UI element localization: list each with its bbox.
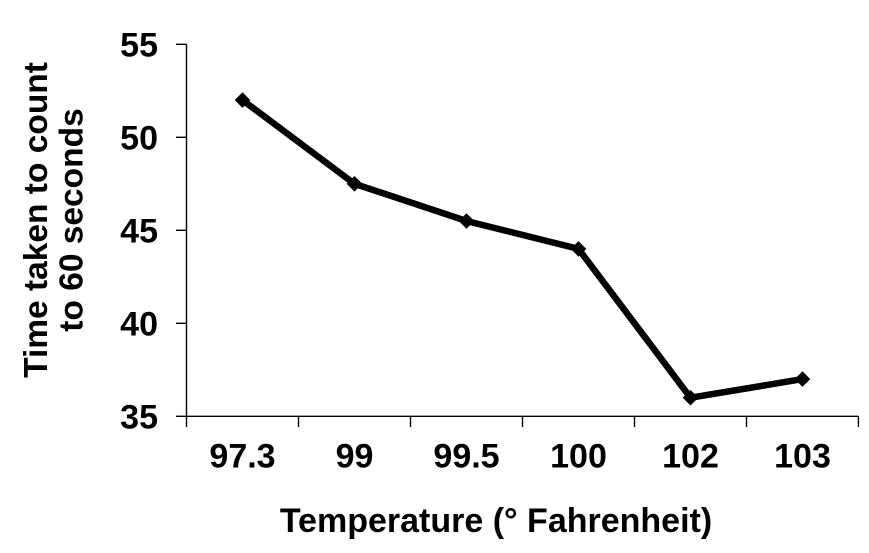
- svg-text:40: 40: [120, 305, 158, 343]
- svg-text:55: 55: [120, 26, 158, 64]
- svg-text:35: 35: [120, 398, 158, 436]
- svg-text:103: 103: [774, 437, 831, 475]
- svg-text:Temperature (° Fahrenheit): Temperature (° Fahrenheit): [280, 502, 712, 540]
- svg-text:97.3: 97.3: [209, 437, 275, 475]
- svg-text:102: 102: [662, 437, 719, 475]
- svg-text:99.5: 99.5: [433, 437, 499, 475]
- svg-text:50: 50: [120, 119, 158, 157]
- svg-text:100: 100: [550, 437, 607, 475]
- svg-text:to 60 seconds: to 60 seconds: [54, 108, 91, 331]
- svg-text:Time taken to count: Time taken to count: [18, 62, 55, 378]
- svg-text:99: 99: [336, 437, 374, 475]
- svg-text:45: 45: [120, 212, 158, 250]
